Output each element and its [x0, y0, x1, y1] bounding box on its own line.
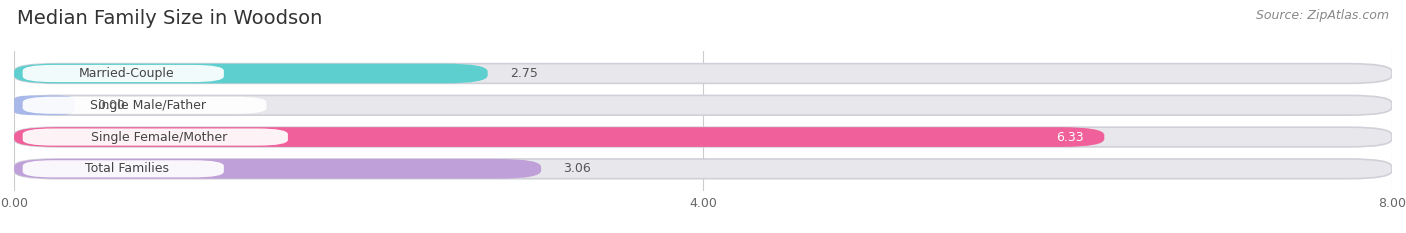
FancyBboxPatch shape	[22, 97, 267, 114]
Text: Median Family Size in Woodson: Median Family Size in Woodson	[17, 9, 322, 28]
Text: 6.33: 6.33	[1056, 130, 1084, 144]
FancyBboxPatch shape	[14, 64, 1392, 83]
FancyBboxPatch shape	[22, 160, 224, 177]
Text: 3.06: 3.06	[564, 162, 592, 175]
Text: Single Female/Mother: Single Female/Mother	[90, 130, 226, 144]
Text: Single Male/Father: Single Male/Father	[90, 99, 207, 112]
FancyBboxPatch shape	[14, 127, 1392, 147]
FancyBboxPatch shape	[14, 159, 541, 179]
FancyBboxPatch shape	[14, 127, 1104, 147]
Text: Married-Couple: Married-Couple	[79, 67, 174, 80]
FancyBboxPatch shape	[22, 65, 224, 82]
FancyBboxPatch shape	[22, 128, 288, 146]
FancyBboxPatch shape	[14, 96, 1392, 115]
FancyBboxPatch shape	[14, 159, 1392, 179]
FancyBboxPatch shape	[14, 96, 75, 115]
Text: Source: ZipAtlas.com: Source: ZipAtlas.com	[1256, 9, 1389, 22]
FancyBboxPatch shape	[14, 64, 488, 83]
Text: Total Families: Total Families	[84, 162, 169, 175]
Text: 0.00: 0.00	[97, 99, 125, 112]
Text: 2.75: 2.75	[510, 67, 538, 80]
